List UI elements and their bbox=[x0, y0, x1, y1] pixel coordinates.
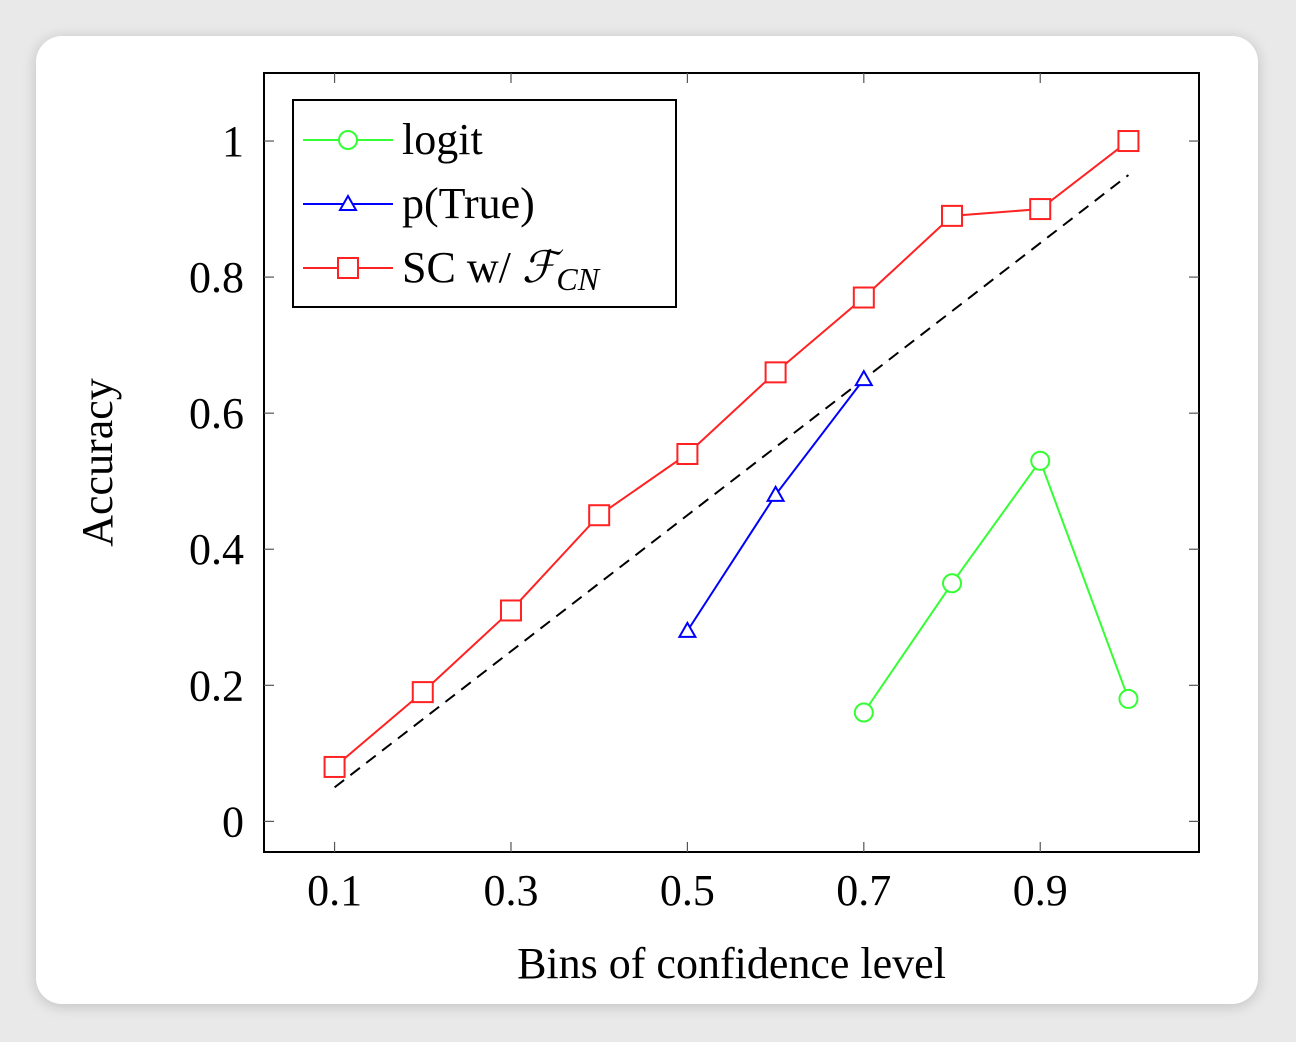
data-point-square bbox=[588, 504, 611, 527]
data-point-square bbox=[1029, 198, 1052, 221]
plot-frame bbox=[263, 72, 1200, 853]
data-point-square bbox=[764, 361, 787, 384]
data-point-triangle bbox=[765, 484, 786, 502]
series-layer bbox=[323, 130, 1140, 778]
data-point-circle bbox=[338, 130, 358, 150]
y-tick-label: 0.4 bbox=[189, 525, 244, 574]
data-point-circle bbox=[853, 702, 874, 723]
reference-line bbox=[333, 174, 1130, 789]
data-point-square bbox=[337, 257, 359, 279]
data-point-square bbox=[1117, 130, 1140, 153]
series-2 bbox=[323, 130, 1140, 778]
data-point-square bbox=[323, 755, 346, 778]
series-line bbox=[862, 458, 1130, 714]
data-point-circle bbox=[1118, 688, 1139, 709]
x-tick-label: 0.9 bbox=[1013, 866, 1068, 915]
y-tick-label: 1 bbox=[222, 117, 244, 166]
legend: logit p(True) SC w/ ℱCN bbox=[292, 99, 677, 308]
y-tick-label: 0 bbox=[222, 797, 244, 846]
legend-label: logit bbox=[402, 115, 483, 164]
x-tick-label: 0.7 bbox=[836, 866, 891, 915]
x-axis-title: Bins of confidence level bbox=[517, 939, 946, 988]
reference-diagonal bbox=[333, 174, 1130, 789]
data-point-triangle bbox=[338, 193, 358, 211]
y-axis-title: Accuracy bbox=[73, 378, 122, 547]
data-point-triangle bbox=[677, 620, 698, 638]
series-line bbox=[686, 378, 865, 632]
series-line bbox=[333, 140, 1130, 768]
y-tick-label: 0.2 bbox=[189, 661, 244, 710]
legend-label: p(True) bbox=[402, 179, 535, 228]
legend-label: SC w/ ℱCN bbox=[402, 243, 601, 297]
y-tick-label: 0.8 bbox=[189, 253, 244, 302]
data-point-triangle bbox=[854, 369, 874, 387]
data-point-square bbox=[676, 442, 699, 465]
data-point-square bbox=[411, 681, 434, 704]
data-point-circle bbox=[1030, 450, 1051, 471]
series-0 bbox=[853, 450, 1139, 723]
x-tick-label: 0.5 bbox=[660, 866, 715, 915]
y-tick-label: 0.6 bbox=[189, 389, 244, 438]
data-point-circle bbox=[942, 573, 963, 594]
series-1 bbox=[677, 369, 874, 638]
x-tick-label: 0.3 bbox=[483, 866, 538, 915]
axis-ticks: 0.1 0.3 0.5 0.7 0.9 0 0.2 0.4 0.6 0.8 1 bbox=[189, 73, 1199, 915]
data-point-square bbox=[852, 286, 875, 309]
data-point-square bbox=[941, 204, 964, 227]
plot-area bbox=[263, 72, 1200, 853]
x-tick-label: 0.1 bbox=[307, 866, 362, 915]
data-point-square bbox=[499, 599, 522, 622]
